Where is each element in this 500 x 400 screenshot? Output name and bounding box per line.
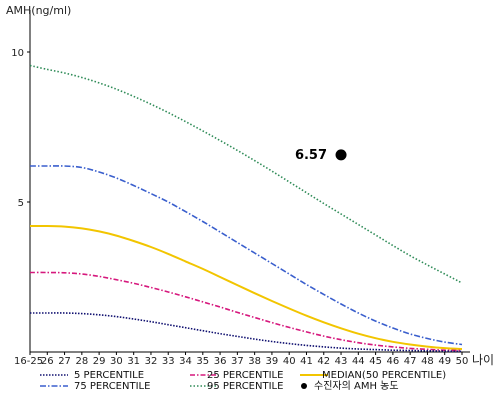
x-tick-label: 35 xyxy=(196,356,209,367)
axes: AMH(ng/ml) 나이 xyxy=(6,4,494,367)
x-tick-label: 27 xyxy=(58,356,71,367)
legend-label: 수진자의 AMH 농도 xyxy=(314,380,399,392)
x-tick-label: 26 xyxy=(41,356,54,367)
y-tick-label: 5 xyxy=(18,198,24,209)
series-25-percentile xyxy=(29,271,463,352)
x-tick-label: 38 xyxy=(248,356,261,367)
y-axis-label: AMH(ng/ml) xyxy=(6,4,71,17)
x-tick-label: 44 xyxy=(352,356,365,367)
x-tick-label: 47 xyxy=(404,356,417,367)
x-tick-label: 48 xyxy=(421,356,434,367)
x-tick-label: 37 xyxy=(231,356,244,367)
legend-swatch-marker xyxy=(301,383,307,389)
legend-label: 75 PERCENTILE xyxy=(74,381,150,392)
series-75-percentile xyxy=(30,165,463,346)
x-tick-label: 32 xyxy=(145,356,158,367)
patient-marker-dot xyxy=(335,149,347,161)
x-tick-label: 40 xyxy=(283,356,296,367)
patient-marker: 6.57 xyxy=(295,148,347,163)
legend-label: MEDIAN(50 PERCENTILE) xyxy=(322,370,446,381)
x-tick-label: 39 xyxy=(266,356,279,367)
x-tick-label: 42 xyxy=(317,356,330,367)
x-tick-label: 45 xyxy=(369,356,382,367)
x-tick-label: 33 xyxy=(162,356,175,367)
y-tick-label: 10 xyxy=(11,48,24,59)
patient-marker-label: 6.57 xyxy=(295,148,327,163)
x-axis-label: 나이 xyxy=(472,353,494,367)
x-tick-label: 46 xyxy=(387,356,400,367)
y-ticks: 5 10 xyxy=(11,48,30,209)
x-tick-label: 43 xyxy=(335,356,348,367)
series-5-percentile xyxy=(30,312,463,353)
series-lines xyxy=(29,64,463,353)
legend-label: 5 PERCENTILE xyxy=(74,370,144,381)
x-tick-label: 31 xyxy=(127,356,140,367)
x-tick-label: 16-25 xyxy=(14,356,43,367)
x-tick-label: 30 xyxy=(110,356,123,367)
x-tick-label: 29 xyxy=(93,356,106,367)
x-tick-label: 34 xyxy=(179,356,192,367)
legend-label: 95 PERCENTILE xyxy=(207,381,283,392)
series-median xyxy=(29,224,463,350)
series-95-percentile xyxy=(29,64,463,284)
x-tick-label: 50 xyxy=(456,356,469,367)
x-tick-label: 41 xyxy=(300,356,313,367)
legend-label: 25 PERCENTILE xyxy=(207,370,283,381)
x-tick-label: 36 xyxy=(214,356,227,367)
x-tick-label: 49 xyxy=(438,356,451,367)
legend: 5 PERCENTILE 25 PERCENTILE MEDIAN(50 PERCE… xyxy=(40,370,446,392)
x-tick-label: 28 xyxy=(75,356,88,367)
